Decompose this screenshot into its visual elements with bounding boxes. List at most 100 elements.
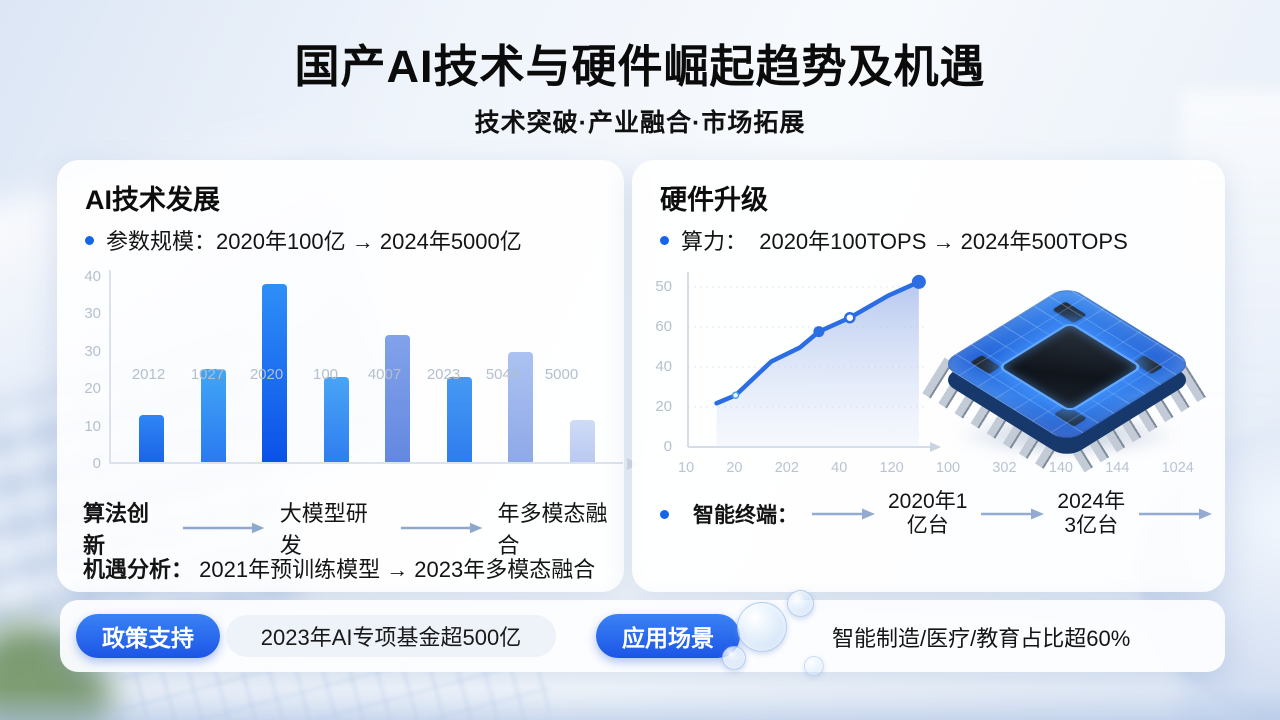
bar-slot <box>306 270 368 462</box>
bubble-decoration <box>787 590 814 617</box>
flow-step-2: 大模型研发 <box>279 501 368 558</box>
background-bottom-band <box>0 688 1280 720</box>
policy-fund-pill: 2023年AI专项基金超500亿 <box>226 615 556 657</box>
bottom-summary-bar: 政策支持 2023年AI专项基金超500亿 应用场景 智能制造/医疗/教育占比超… <box>60 590 1225 676</box>
tick-label: 144 <box>1105 460 1130 476</box>
smart-terminal-row: 智能终端： 2020年1 亿台 2024年 3亿台 <box>660 490 1213 538</box>
terminal-step-1-line2: 亿台 <box>906 514 949 538</box>
tick-label: 100 <box>312 366 339 383</box>
tick-label: 0 <box>663 438 672 455</box>
terminal-label: 智能终端： <box>693 504 798 528</box>
tick-label: 5000 <box>544 366 579 383</box>
bar <box>323 377 349 462</box>
terminal-step-1: 2020年1 亿台 <box>888 490 967 538</box>
tick-label: 50 <box>655 278 672 295</box>
tick-label: 20 <box>84 380 101 398</box>
bar <box>569 420 595 462</box>
data-point <box>731 391 740 400</box>
bar-chart-xticks: 2012 1027 2020 100 4007 2023 5044 5000 <box>109 366 601 383</box>
analysis-label: 机遇分析： <box>83 557 194 582</box>
tick-label: 10 <box>84 417 101 435</box>
tick-label: 10 <box>678 460 695 476</box>
bar-chart-bars <box>109 270 639 470</box>
tick-label: 30 <box>84 342 101 360</box>
page-title: 国产AI技术与硬件崛起趋势及机遇 <box>294 41 986 92</box>
line-chart-xticks: 10 20 202 40 120 100 302 140 144 1024 <box>678 460 1194 476</box>
bar <box>139 415 165 462</box>
bubble-decoration <box>737 602 787 652</box>
bar-slot <box>244 270 306 462</box>
bar-slot <box>552 270 614 462</box>
policy-support-button[interactable]: 政策支持 <box>76 614 220 658</box>
right-arrow-icon <box>812 508 875 520</box>
tick-label: 0 <box>92 455 101 472</box>
tick-label: 5044 <box>485 366 520 383</box>
right-arrow-icon <box>1139 508 1213 520</box>
tick-label: 40 <box>84 268 101 285</box>
tick-label: 2023 <box>426 366 461 383</box>
tick-label: 202 <box>774 460 799 476</box>
terminal-step-2-line1: 2024年 <box>1057 490 1126 513</box>
bullet-dot-icon <box>660 509 669 519</box>
right-arrow-icon <box>401 522 483 534</box>
tick-label: 120 <box>879 460 904 476</box>
tick-label: 302 <box>992 460 1017 476</box>
line-chart-svg <box>687 272 941 452</box>
tick-label: 60 <box>655 318 672 335</box>
bar <box>508 352 534 462</box>
bubble-decoration <box>722 646 746 670</box>
flow-step-1: 算法创新 <box>83 501 150 558</box>
hardware-card: 硬件升级 算力： 2020年100TOPS → 2024年500TOPS 50 6… <box>632 160 1225 592</box>
ai-tech-card-title: AI技术发展 <box>85 185 220 215</box>
bar-slot <box>429 270 491 462</box>
scene-share-text: 智能制造/医疗/教育占比超60% <box>832 626 1131 651</box>
terminal-step-2-line2: 3亿台 <box>1064 514 1119 538</box>
ai-flow-row: 算法创新 大模型研发 年多模态融合 <box>83 496 624 560</box>
tick-label: 1027 <box>190 366 225 383</box>
analysis-text: 2021年预训练模型 → 2023年多模态融合 <box>199 557 596 582</box>
bar <box>385 335 411 462</box>
param-scale-bullet: 参数规模：2020年100亿 → 2024年5000亿 <box>85 224 522 256</box>
tick-label: 20 <box>655 398 672 415</box>
terminal-step-1-line1: 2020年1 <box>888 490 968 513</box>
application-scene-button[interactable]: 应用场景 <box>596 614 740 658</box>
bar-slot <box>121 270 183 462</box>
bar <box>262 284 288 462</box>
tick-label: 30 <box>84 305 101 323</box>
data-point <box>911 274 926 289</box>
tick-label: 100 <box>935 460 961 476</box>
bar <box>446 377 472 462</box>
line-chart: 50 60 40 20 0 <box>644 264 954 496</box>
bullet-dot-icon <box>85 235 94 245</box>
right-arrow-icon <box>183 522 265 534</box>
bar-slot <box>367 270 429 462</box>
right-arrow-icon <box>981 508 1045 520</box>
compute-power-bullet: 算力： 2020年100TOPS → 2024年500TOPS <box>660 224 1128 256</box>
page-subtitle: 技术突破·产业融合·市场拓展 <box>474 109 806 137</box>
bar-chart: 40 30 30 20 10 0 <box>73 264 639 496</box>
bar-slot <box>490 270 552 462</box>
tick-label: 20 <box>726 460 743 476</box>
flow-step-3: 年多模态融合 <box>497 501 608 558</box>
tick-label: 1024 <box>1161 460 1194 476</box>
bullet-dot-icon <box>660 235 669 245</box>
chip-image <box>922 262 1212 476</box>
line-chart-yticks: 50 60 40 20 0 <box>644 264 676 464</box>
terminal-step-2: 2024年 3亿台 <box>1057 490 1125 538</box>
bubble-decoration <box>804 656 824 676</box>
tick-label: 2012 <box>131 366 166 383</box>
hardware-card-title: 硬件升级 <box>660 185 768 215</box>
bar-chart-yticks: 40 30 30 20 10 0 <box>73 264 105 472</box>
opportunity-analysis-row: 机遇分析： 2021年预训练模型 → 2023年多模态融合 <box>83 552 595 584</box>
tick-label: 40 <box>831 460 848 476</box>
param-scale-text: 参数规模：2020年100亿 → 2024年5000亿 <box>106 229 522 254</box>
bar-slot <box>183 270 245 462</box>
tick-label: 2020 <box>249 366 284 383</box>
compute-power-text: 算力： 2020年100TOPS → 2024年500TOPS <box>681 229 1128 254</box>
bar <box>200 369 226 462</box>
data-point <box>844 311 856 324</box>
tick-label: 4007 <box>367 366 402 383</box>
tick-label: 40 <box>655 358 672 375</box>
data-point <box>813 326 825 338</box>
